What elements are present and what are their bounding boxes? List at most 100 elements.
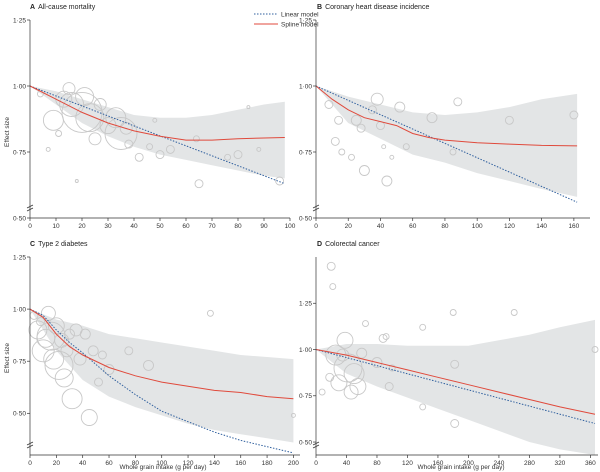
panel-b-x-tick-label: 140	[536, 223, 547, 230]
panel-d-study-bubble	[326, 261, 336, 271]
panel-c-ylabel: Effect size	[4, 343, 11, 373]
panel-a-study-bubble	[61, 91, 103, 133]
panel-a-y-tick-label: 0·50	[13, 215, 26, 222]
panel-c-study-bubble	[31, 339, 55, 363]
panel-d-study-bubble	[349, 378, 367, 395]
panel-b-study-bubble	[334, 115, 344, 125]
panel-b-study-bubble	[381, 144, 387, 150]
panel-d-x-tick-label: 360	[585, 460, 596, 467]
panel-a-ci-band	[30, 86, 285, 179]
panel-c-x-tick-label: 160	[235, 460, 246, 467]
panel-a-study-bubble	[59, 92, 85, 117]
legend-linear-label: Linear model	[281, 12, 319, 19]
panel-a-title: A All-cause mortality	[30, 4, 96, 11]
panel-a-x-tick-label: 20	[78, 223, 86, 230]
panel-d-y-tick-label: 0·75	[299, 393, 312, 400]
panel-a-study-bubble	[165, 144, 175, 154]
panel-a-study-bubble	[256, 146, 262, 152]
panel-d-study-bubble	[449, 309, 457, 316]
panel-b-ci-band	[316, 86, 578, 197]
panel-d-x-tick-label: 200	[463, 460, 474, 467]
panel-c-x-tick-label: 80	[132, 460, 140, 467]
legend: Linear model Spline model	[254, 12, 319, 29]
panel-a-x-tick-label: 50	[156, 223, 164, 230]
panel-c-axis-break	[26, 441, 34, 446]
panel-d-study-bubble	[343, 384, 359, 400]
panel-a-x-tick-label: 40	[130, 223, 138, 230]
panel-b-axis-break	[312, 207, 320, 212]
panel-c-x-tick-label: 180	[262, 460, 273, 467]
panel-b-x-tick-label: 80	[441, 223, 449, 230]
panel-d-x-tick-label: 40	[343, 460, 351, 467]
panel-d-study-bubble	[362, 320, 369, 328]
panel-c-study-bubble	[54, 368, 74, 388]
panel-c-x-tick-label: 100	[156, 460, 167, 467]
panel-a-y-tick-label: 0·75	[13, 149, 26, 156]
panel-a-x-tick-label: 90	[260, 223, 268, 230]
panel-a-study-bubble	[88, 132, 102, 146]
panel-b-study-bubble	[348, 153, 355, 161]
panel-d-x-tick-label: 320	[554, 460, 565, 467]
panel-b-study-bubble	[338, 148, 346, 156]
panel-a-x-tick-label: 100	[285, 223, 296, 230]
panel-d-x-tick-label: 80	[373, 460, 381, 467]
panel-b-x-tick-label: 160	[568, 223, 579, 230]
panel-d-xlabel: Whole grain intake (g per day)	[417, 464, 504, 471]
panel-d-study-bubble	[419, 323, 427, 331]
panel-b-study-bubble	[350, 114, 362, 126]
panel-a-study-bubble	[75, 103, 105, 133]
panel-c-study-bubble	[40, 305, 56, 321]
panel-b-y-tick-label: 1·00	[299, 83, 312, 90]
panel-d-study-bubble	[450, 359, 460, 369]
panel-b-x-tick-label: 120	[504, 223, 515, 230]
panel-a-study-bubble	[155, 150, 165, 160]
panel-a-study-bubble	[74, 179, 79, 183]
panel-d-y-tick-label: 1·00	[299, 347, 312, 354]
panel-c-study-bubble	[61, 388, 83, 410]
panel-a-x-tick-label: 30	[104, 223, 112, 230]
panel-d-study-bubble	[510, 309, 518, 316]
panel-b-study-bubble	[504, 115, 514, 125]
panel-c-study-bubble	[43, 348, 65, 370]
panel-c-x-tick-label: 120	[183, 460, 194, 467]
panel-c-ci-band	[30, 309, 294, 443]
panel-c-spline-line	[29, 308, 294, 400]
panel-a-study-bubble	[119, 121, 133, 135]
panel-d-study-bubble	[329, 283, 337, 291]
panel-a-study-bubble	[104, 117, 138, 150]
panel-c-study-bubble	[94, 377, 103, 387]
panel-c-x-tick-label: 140	[209, 460, 220, 467]
panel-b-spline-line	[315, 85, 578, 147]
panel-d-y-tick-label: 1·25	[299, 301, 312, 308]
panel-a-study-bubble	[192, 135, 200, 143]
panel-d-study-bubble	[388, 364, 396, 372]
panel-a-axis-break	[26, 204, 34, 209]
panel-a-spline-line	[29, 85, 285, 141]
panel-d-study-bubble	[336, 331, 354, 349]
panel-b-y-tick-label: 1·25	[299, 17, 312, 24]
panel-d-study-bubble	[419, 403, 427, 411]
panel-a-study-bubble	[152, 117, 158, 123]
panel-b-study-bubble	[389, 154, 395, 160]
panel-a-x-tick-label: 80	[234, 223, 242, 230]
panel-b-study-bubble	[330, 136, 340, 146]
panel-b: B Coronary heart disease incidence 0·50 0·…	[299, 4, 590, 230]
panel-c-x-tick-label: 60	[105, 460, 113, 467]
panel-c-x-tick-label: 0	[28, 460, 32, 467]
panel-c-study-bubble	[290, 412, 296, 418]
panel-a-study-bubble	[42, 109, 64, 131]
panel-d-study-bubble	[371, 357, 383, 368]
panel-a-study-bubble	[275, 176, 285, 186]
panel-c-study-bubble	[143, 359, 154, 371]
panel-c-study-bubble	[64, 328, 75, 340]
panel-b-study-bubble	[324, 100, 334, 109]
panel-d-axis-break	[312, 444, 320, 449]
panel-a-study-bubble	[75, 87, 95, 107]
panel-a-study-bubble	[224, 153, 232, 161]
panel-b-x-tick-label: 20	[345, 223, 353, 230]
panel-a-study-bubble	[134, 152, 144, 162]
panel-a-study-bubble	[233, 150, 243, 160]
panel-b-study-bubble	[453, 97, 463, 107]
panel-c-linear-line	[29, 308, 294, 454]
panel-b-study-bubble	[569, 110, 579, 120]
